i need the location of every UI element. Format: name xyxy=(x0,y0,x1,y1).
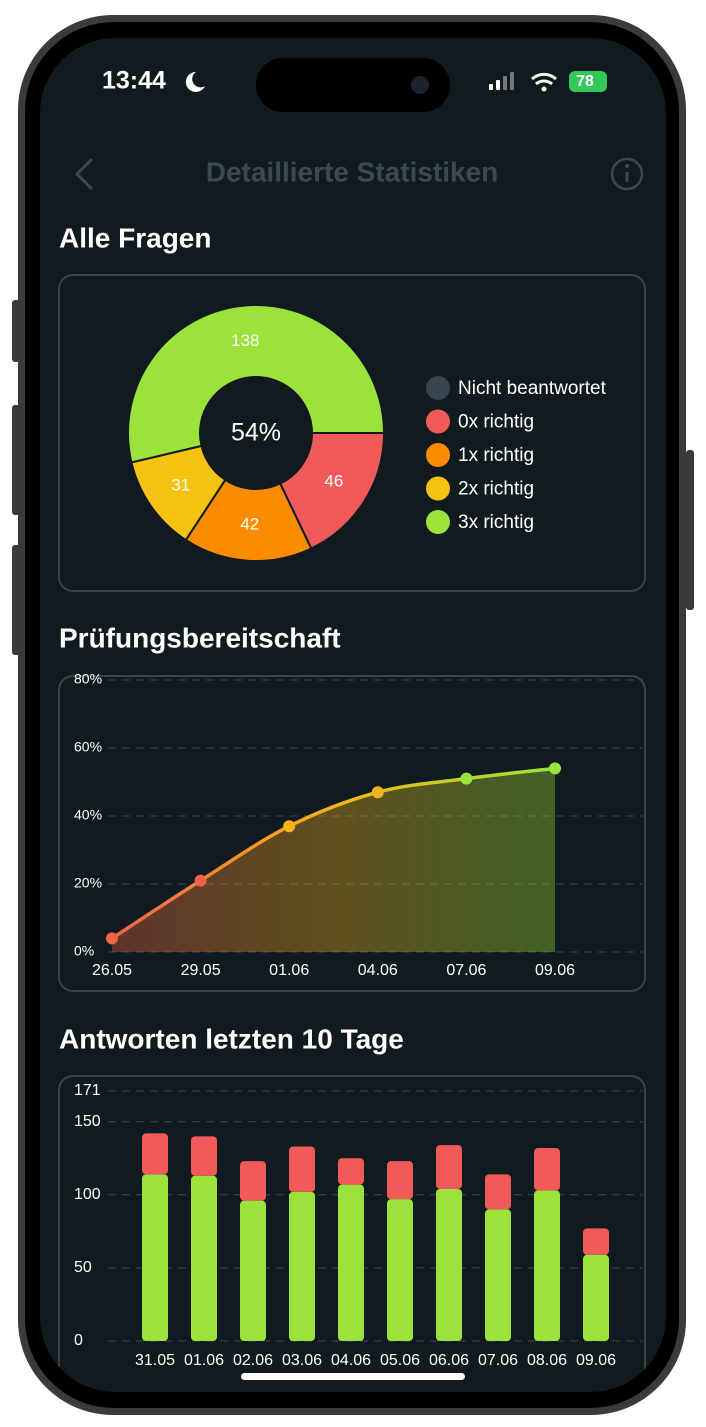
legend-label: 0x richtig xyxy=(458,412,534,433)
battery-icon xyxy=(569,71,607,92)
x-tick-label: 31.05 xyxy=(135,1352,175,1369)
bar-segment xyxy=(387,1199,413,1341)
app: 13:44 78 Detaillierte Statistiken Alle F… xyxy=(40,38,666,1392)
area xyxy=(112,768,555,952)
slice-label: 42 xyxy=(240,514,259,533)
bar-segment xyxy=(191,1136,217,1176)
y-tick-label: 20% xyxy=(74,875,102,891)
camera xyxy=(411,76,429,94)
dynamic-island xyxy=(256,58,450,112)
x-tick-label: 09.06 xyxy=(576,1352,616,1369)
section-title: Antworten letzten 10 Tage xyxy=(59,1023,404,1054)
legend-label: Nicht beantwortet xyxy=(458,378,607,399)
slice-label: 46 xyxy=(324,472,343,491)
clock: 13:44 xyxy=(102,67,166,95)
page-title: Detaillierte Statistiken xyxy=(206,156,499,187)
legend-swatch xyxy=(426,476,450,501)
moon-icon xyxy=(185,71,205,92)
x-tick-label: 07.06 xyxy=(446,962,486,979)
bar-segment xyxy=(534,1190,560,1341)
x-tick-label: 02.06 xyxy=(233,1352,273,1369)
x-tick-label: 01.06 xyxy=(269,962,309,979)
legend-swatch xyxy=(426,443,450,467)
info-dot xyxy=(625,164,629,168)
x-tick-label: 07.06 xyxy=(478,1352,518,1369)
bar-segment xyxy=(240,1200,266,1341)
point xyxy=(549,762,561,775)
battery-level: 78 xyxy=(576,73,594,90)
info-circle xyxy=(610,157,644,191)
bar-segment xyxy=(142,1174,168,1341)
slice-label: 31 xyxy=(171,475,190,494)
info-button[interactable] xyxy=(610,157,644,191)
signal-icon xyxy=(489,72,514,90)
bar-segment xyxy=(485,1209,511,1341)
x-tick-label: 04.06 xyxy=(331,1352,371,1369)
x-tick-label: 04.06 xyxy=(358,962,398,979)
wifi-icon xyxy=(531,72,557,86)
x-tick-label: 26.05 xyxy=(92,962,132,979)
x-tick-label: 03.06 xyxy=(282,1352,322,1369)
bar-segment xyxy=(436,1145,462,1189)
home-indicator xyxy=(241,1373,465,1380)
card xyxy=(58,1075,646,1392)
back-button[interactable] xyxy=(74,158,93,190)
point xyxy=(460,772,473,785)
donut-slice xyxy=(127,304,386,464)
x-tick-label: 09.06 xyxy=(535,962,575,979)
x-tick-label: 08.06 xyxy=(527,1352,567,1369)
y-tick-label: 0 xyxy=(74,1332,83,1349)
bar-segment xyxy=(583,1254,609,1341)
bar-segment xyxy=(534,1148,560,1191)
section-title: Prüfungsbereitschaft xyxy=(59,622,341,653)
y-tick-label: 40% xyxy=(74,807,102,823)
y-tick-label: 171 xyxy=(74,1082,101,1099)
bar-segment xyxy=(240,1161,266,1201)
point xyxy=(194,874,207,887)
point xyxy=(283,820,296,833)
info-bar xyxy=(625,172,629,182)
bar-segment xyxy=(289,1191,315,1341)
x-tick-label: 01.06 xyxy=(184,1352,224,1369)
legend-swatch xyxy=(426,409,450,434)
x-tick-label: 05.06 xyxy=(380,1352,420,1369)
y-tick-label: 60% xyxy=(74,739,102,755)
center-label: 54% xyxy=(231,419,281,447)
side-button xyxy=(686,450,694,610)
bar-segment xyxy=(387,1161,413,1200)
y-tick-label: 0% xyxy=(74,943,94,959)
x-tick-label: 29.05 xyxy=(181,962,221,979)
bar-segment xyxy=(338,1158,364,1185)
bar-segment xyxy=(583,1228,609,1255)
point xyxy=(371,786,384,799)
donut-slice xyxy=(278,432,386,550)
wifi-icon-dot xyxy=(541,86,547,92)
x-tick-label: 06.06 xyxy=(429,1352,469,1369)
legend-label: 2x richtig xyxy=(458,479,534,500)
legend-label: 1x richtig xyxy=(458,445,534,466)
legend-label: 3x richtig xyxy=(458,512,534,533)
line xyxy=(111,766,556,940)
section-title: Alle Fragen xyxy=(59,222,211,253)
y-tick-label: 50 xyxy=(74,1259,92,1276)
bar-segment xyxy=(485,1174,511,1210)
y-tick-label: 80% xyxy=(74,671,102,687)
slice-label: 138 xyxy=(231,331,259,350)
bar-segment xyxy=(289,1146,315,1192)
legend-swatch xyxy=(426,510,450,534)
legend-swatch xyxy=(426,376,450,400)
point xyxy=(106,932,118,945)
y-tick-label: 100 xyxy=(74,1186,101,1203)
card xyxy=(58,274,646,592)
y-tick-label: 150 xyxy=(74,1113,101,1130)
bar-segment xyxy=(436,1188,462,1341)
card xyxy=(58,675,646,992)
bar-segment xyxy=(191,1175,217,1341)
bar-segment xyxy=(338,1184,364,1341)
bar-segment xyxy=(142,1133,168,1175)
